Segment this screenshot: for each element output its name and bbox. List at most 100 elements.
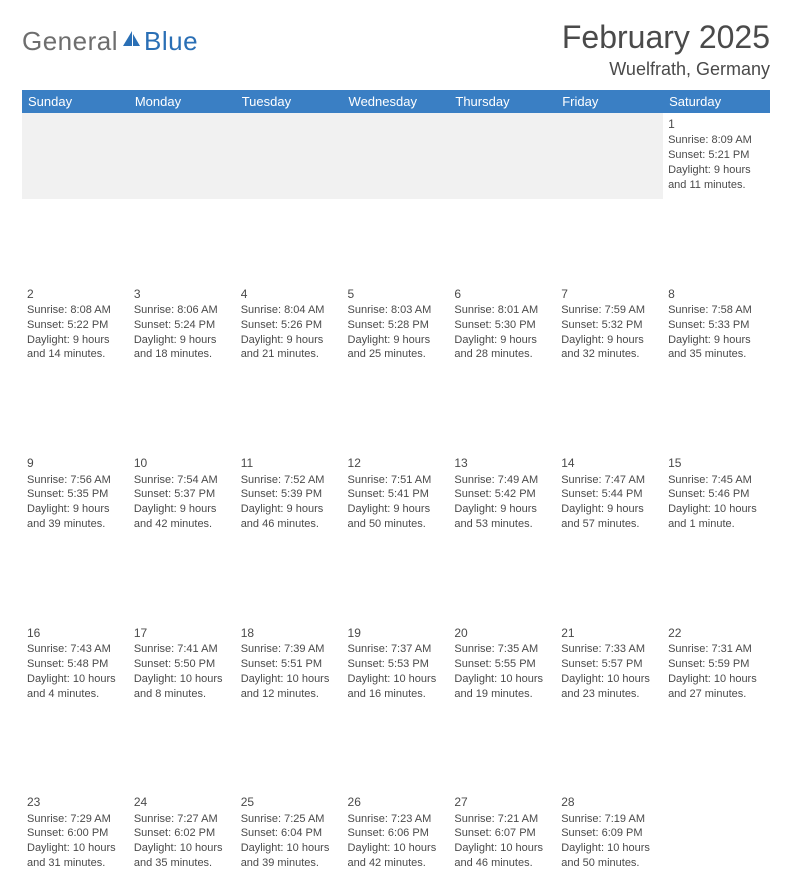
logo-text-general: General <box>22 26 118 57</box>
sunrise-text: Sunrise: 7:41 AM <box>134 642 231 657</box>
sunset-text: Sunset: 5:41 PM <box>348 487 445 502</box>
sunset-text: Sunset: 5:51 PM <box>241 657 338 672</box>
day-header: Sunday <box>22 90 129 113</box>
calendar-cell <box>129 113 236 199</box>
daylight-text: Daylight: 9 hours and 21 minutes. <box>241 333 338 363</box>
daylight-text: Daylight: 9 hours and 42 minutes. <box>134 502 231 532</box>
sunrise-text: Sunrise: 7:29 AM <box>27 812 124 827</box>
sunrise-text: Sunrise: 8:06 AM <box>134 303 231 318</box>
sunrise-text: Sunrise: 7:27 AM <box>134 812 231 827</box>
sunset-text: Sunset: 5:59 PM <box>668 657 765 672</box>
daylight-text: Daylight: 10 hours and 50 minutes. <box>561 841 658 871</box>
daylight-text: Daylight: 9 hours and 46 minutes. <box>241 502 338 532</box>
day-number: 17 <box>134 625 231 641</box>
week-separator <box>22 199 770 283</box>
sunset-text: Sunset: 6:04 PM <box>241 826 338 841</box>
week-separator <box>22 707 770 791</box>
sunrise-text: Sunrise: 7:47 AM <box>561 473 658 488</box>
sunset-text: Sunset: 6:00 PM <box>27 826 124 841</box>
daylight-text: Daylight: 10 hours and 46 minutes. <box>454 841 551 871</box>
sunrise-text: Sunrise: 7:25 AM <box>241 812 338 827</box>
daylight-text: Daylight: 9 hours and 28 minutes. <box>454 333 551 363</box>
calendar-cell: 20Sunrise: 7:35 AMSunset: 5:55 PMDayligh… <box>449 622 556 708</box>
sunrise-text: Sunrise: 7:21 AM <box>454 812 551 827</box>
calendar-cell: 9Sunrise: 7:56 AMSunset: 5:35 PMDaylight… <box>22 452 129 538</box>
sunset-text: Sunset: 5:24 PM <box>134 318 231 333</box>
sunrise-text: Sunrise: 7:31 AM <box>668 642 765 657</box>
day-number: 18 <box>241 625 338 641</box>
day-number: 13 <box>454 455 551 471</box>
daylight-text: Daylight: 9 hours and 25 minutes. <box>348 333 445 363</box>
daylight-text: Daylight: 9 hours and 11 minutes. <box>668 163 765 193</box>
sunset-text: Sunset: 5:21 PM <box>668 148 765 163</box>
sunrise-text: Sunrise: 8:03 AM <box>348 303 445 318</box>
sunset-text: Sunset: 5:35 PM <box>27 487 124 502</box>
sunset-text: Sunset: 6:06 PM <box>348 826 445 841</box>
day-number: 16 <box>27 625 124 641</box>
daylight-text: Daylight: 10 hours and 42 minutes. <box>348 841 445 871</box>
calendar-cell <box>22 113 129 199</box>
logo: General Blue <box>22 20 198 57</box>
sunrise-text: Sunrise: 7:52 AM <box>241 473 338 488</box>
sunrise-text: Sunrise: 8:08 AM <box>27 303 124 318</box>
day-number: 11 <box>241 455 338 471</box>
daylight-text: Daylight: 10 hours and 16 minutes. <box>348 672 445 702</box>
sunrise-text: Sunrise: 7:56 AM <box>27 473 124 488</box>
day-number: 28 <box>561 794 658 810</box>
day-number: 24 <box>134 794 231 810</box>
day-header: Thursday <box>449 90 556 113</box>
calendar-cell: 26Sunrise: 7:23 AMSunset: 6:06 PMDayligh… <box>343 791 450 877</box>
day-number: 10 <box>134 455 231 471</box>
sunset-text: Sunset: 5:28 PM <box>348 318 445 333</box>
calendar-cell: 23Sunrise: 7:29 AMSunset: 6:00 PMDayligh… <box>22 791 129 877</box>
daylight-text: Daylight: 10 hours and 23 minutes. <box>561 672 658 702</box>
day-number: 3 <box>134 286 231 302</box>
sunrise-text: Sunrise: 7:43 AM <box>27 642 124 657</box>
day-header: Tuesday <box>236 90 343 113</box>
calendar-cell: 1Sunrise: 8:09 AMSunset: 5:21 PMDaylight… <box>663 113 770 199</box>
day-number: 21 <box>561 625 658 641</box>
sunrise-text: Sunrise: 8:04 AM <box>241 303 338 318</box>
sunrise-text: Sunrise: 7:58 AM <box>668 303 765 318</box>
sunrise-text: Sunrise: 7:54 AM <box>134 473 231 488</box>
day-number: 5 <box>348 286 445 302</box>
calendar-cell: 14Sunrise: 7:47 AMSunset: 5:44 PMDayligh… <box>556 452 663 538</box>
calendar-table: Sunday Monday Tuesday Wednesday Thursday… <box>22 90 770 877</box>
sunset-text: Sunset: 5:57 PM <box>561 657 658 672</box>
day-number: 7 <box>561 286 658 302</box>
week-separator <box>22 368 770 452</box>
week-separator <box>22 538 770 622</box>
daylight-text: Daylight: 10 hours and 12 minutes. <box>241 672 338 702</box>
sunrise-text: Sunrise: 7:45 AM <box>668 473 765 488</box>
sunset-text: Sunset: 5:30 PM <box>454 318 551 333</box>
sunset-text: Sunset: 6:02 PM <box>134 826 231 841</box>
sunset-text: Sunset: 5:32 PM <box>561 318 658 333</box>
calendar-cell: 13Sunrise: 7:49 AMSunset: 5:42 PMDayligh… <box>449 452 556 538</box>
calendar-week: 2Sunrise: 8:08 AMSunset: 5:22 PMDaylight… <box>22 283 770 369</box>
sunset-text: Sunset: 6:07 PM <box>454 826 551 841</box>
daylight-text: Daylight: 9 hours and 53 minutes. <box>454 502 551 532</box>
calendar-cell <box>449 113 556 199</box>
day-number: 6 <box>454 286 551 302</box>
calendar-cell: 10Sunrise: 7:54 AMSunset: 5:37 PMDayligh… <box>129 452 236 538</box>
calendar-cell: 8Sunrise: 7:58 AMSunset: 5:33 PMDaylight… <box>663 283 770 369</box>
calendar-week: 23Sunrise: 7:29 AMSunset: 6:00 PMDayligh… <box>22 791 770 877</box>
sunrise-text: Sunrise: 7:37 AM <box>348 642 445 657</box>
sunset-text: Sunset: 6:09 PM <box>561 826 658 841</box>
calendar-header-row: Sunday Monday Tuesday Wednesday Thursday… <box>22 90 770 113</box>
calendar-cell: 27Sunrise: 7:21 AMSunset: 6:07 PMDayligh… <box>449 791 556 877</box>
calendar-cell: 21Sunrise: 7:33 AMSunset: 5:57 PMDayligh… <box>556 622 663 708</box>
calendar-cell <box>556 113 663 199</box>
sail-icon <box>120 28 142 55</box>
day-number: 25 <box>241 794 338 810</box>
calendar-cell <box>236 113 343 199</box>
daylight-text: Daylight: 9 hours and 39 minutes. <box>27 502 124 532</box>
day-number: 15 <box>668 455 765 471</box>
sunrise-text: Sunrise: 7:59 AM <box>561 303 658 318</box>
calendar-cell: 3Sunrise: 8:06 AMSunset: 5:24 PMDaylight… <box>129 283 236 369</box>
calendar-cell: 17Sunrise: 7:41 AMSunset: 5:50 PMDayligh… <box>129 622 236 708</box>
daylight-text: Daylight: 9 hours and 14 minutes. <box>27 333 124 363</box>
daylight-text: Daylight: 9 hours and 50 minutes. <box>348 502 445 532</box>
calendar-cell: 25Sunrise: 7:25 AMSunset: 6:04 PMDayligh… <box>236 791 343 877</box>
calendar-cell: 22Sunrise: 7:31 AMSunset: 5:59 PMDayligh… <box>663 622 770 708</box>
